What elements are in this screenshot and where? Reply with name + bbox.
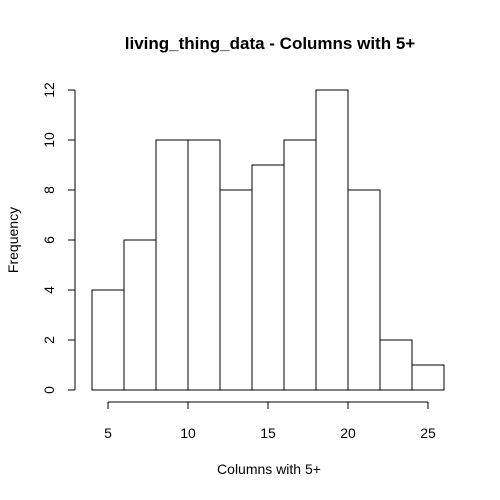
histogram-bar [379, 339, 413, 391]
y-tick-label: 6 [41, 236, 57, 244]
histogram-bar [155, 139, 189, 391]
histogram-bar [91, 289, 125, 391]
chart-title: living_thing_data - Columns with 5+ [125, 34, 416, 53]
y-tick-label: 10 [41, 132, 57, 148]
x-tick-label: 10 [180, 425, 196, 441]
histogram-bar [315, 89, 349, 391]
x-tick-label: 5 [104, 425, 112, 441]
histogram-bar [283, 139, 317, 391]
x-axis: 5 10 15 20 25 [104, 401, 436, 441]
histogram-bar [187, 139, 221, 391]
bars-group [91, 89, 445, 391]
histogram-bar [123, 239, 157, 391]
y-axis-label: Frequency [5, 207, 21, 273]
y-tick-label: 0 [41, 386, 57, 394]
y-tick-label: 4 [41, 286, 57, 294]
x-tick-label: 15 [260, 425, 276, 441]
y-tick-label: 12 [41, 82, 57, 98]
histogram-bar [251, 164, 285, 391]
histogram-bar [347, 189, 381, 391]
y-tick-label: 8 [41, 186, 57, 194]
x-tick-label: 25 [420, 425, 436, 441]
histogram-bar [411, 364, 445, 391]
y-axis: 0 2 4 6 8 10 12 [41, 82, 76, 394]
y-tick-label: 2 [41, 336, 57, 344]
histogram-bar [219, 189, 253, 391]
x-axis-label: Columns with 5+ [217, 461, 321, 477]
x-tick-label: 20 [340, 425, 356, 441]
